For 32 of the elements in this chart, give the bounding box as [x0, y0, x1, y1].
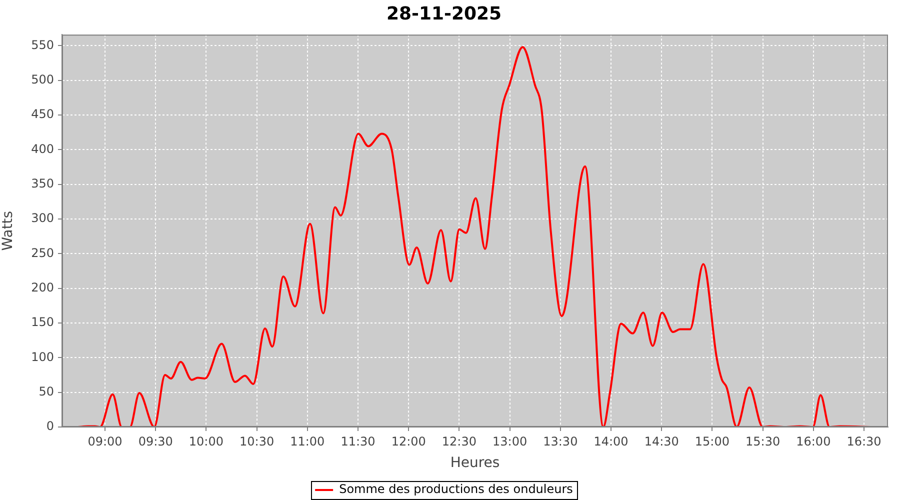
- x-tick-label: 11:30: [340, 434, 376, 448]
- x-tick-label: 13:30: [543, 434, 578, 448]
- x-tick-label: 12:30: [442, 434, 477, 448]
- legend-label: Somme des productions des onduleurs: [339, 482, 573, 496]
- x-tick-label: 13:00: [492, 434, 528, 448]
- y-tick-label: 150: [31, 315, 54, 330]
- x-tick-label: 15:00: [694, 434, 730, 448]
- x-tick-label: 09:00: [88, 434, 122, 448]
- x-tick-label: 14:00: [594, 434, 628, 448]
- x-tick-label: 10:30: [240, 434, 274, 448]
- y-tick-label: 450: [31, 107, 54, 122]
- y-tick-label: 400: [31, 142, 54, 156]
- x-tick-label: 16:00: [796, 434, 831, 448]
- x-tick-label: 12:00: [391, 434, 426, 448]
- y-tick-label: 200: [31, 280, 54, 294]
- y-tick-label: 0: [46, 419, 54, 434]
- x-tick-label: 11:00: [290, 434, 325, 448]
- x-axis-title: Heures: [450, 455, 500, 472]
- y-tick-label: 250: [31, 246, 54, 260]
- x-tick-label: 16:30: [846, 434, 882, 448]
- y-tick-label: 350: [31, 176, 54, 190]
- y-tick-label: 300: [31, 211, 54, 226]
- y-tick-label: 500: [31, 72, 54, 86]
- x-tick-label: 10:00: [188, 434, 224, 448]
- chart-title: 28-11-2025: [386, 3, 502, 24]
- x-tick-label: 14:30: [644, 434, 679, 448]
- y-axis-title: Watts: [0, 210, 16, 251]
- y-tick-label: 50: [38, 384, 54, 398]
- x-tick-label: 09:30: [138, 434, 173, 448]
- x-tick-label: 15:30: [746, 434, 780, 448]
- y-tick-label: 100: [31, 350, 54, 364]
- y-tick-label: 550: [31, 38, 54, 52]
